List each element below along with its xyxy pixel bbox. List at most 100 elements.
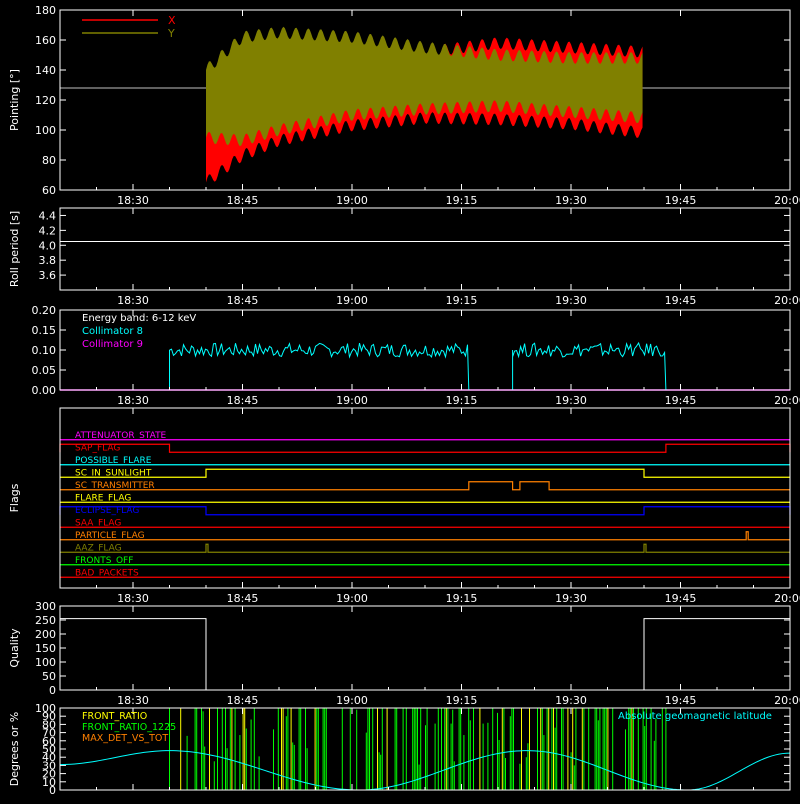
flag-label: FLARE_FLAG	[75, 493, 131, 503]
flag-line	[59, 506, 791, 516]
flag-line	[60, 481, 790, 491]
legend-label-collimator: Collimator 9	[82, 339, 143, 350]
y-axis-label-text: Degrees or %	[8, 712, 21, 786]
y-tick-label: 50	[42, 670, 56, 683]
y-tick-label: 60	[42, 735, 56, 748]
x-tick-label: 18:45	[227, 194, 259, 207]
y-axis-label-text: Pointing [°]	[8, 69, 21, 131]
flag-label: AAZ_FLAG	[75, 543, 122, 553]
y-tick-label: 0.10	[32, 344, 57, 357]
y-tick-label: 100	[35, 124, 56, 137]
collimator8-segment	[512, 341, 667, 391]
y-axis-label-text: Flags	[8, 483, 21, 512]
x-tick-label: 20:00	[774, 394, 800, 407]
flag-label: PARTICLE_FLAG	[75, 531, 145, 541]
x-tick-label: 19:00	[336, 592, 368, 605]
y-tick-label: 0.15	[32, 324, 57, 337]
flag-line	[59, 443, 791, 453]
panel-frame	[59, 207, 791, 291]
y-tick-label: 40	[42, 751, 56, 764]
x-tick-label: 19:30	[555, 694, 587, 707]
y-tick-label: 0.05	[32, 364, 57, 377]
y-tick-label: 3.8	[39, 254, 57, 267]
x-tick-label: 19:30	[555, 592, 587, 605]
x-tick-label: 19:45	[665, 194, 697, 207]
y-tick-label: 4.4	[39, 209, 57, 222]
x-tick-label: 19:45	[665, 694, 697, 707]
flag-line	[60, 468, 790, 478]
legend-label-collimator: Collimator 8	[82, 326, 143, 337]
x-tick-label: 18:45	[227, 694, 259, 707]
pointing-band-y	[206, 26, 643, 147]
x-tick-label: 19:15	[446, 294, 478, 307]
x-tick-label: 20:00	[774, 294, 800, 307]
x-tick-label: 18:45	[227, 294, 259, 307]
y-axis-label-text: Roll period [s]	[8, 211, 21, 287]
flag-label: SC_TRANSMITTER	[75, 481, 155, 491]
legend-label-y: Y	[167, 27, 175, 40]
flag-line	[60, 543, 790, 553]
energy-band-annotation: Energy band: 6-12 keV	[82, 313, 196, 324]
x-tick-label: 18:45	[227, 394, 259, 407]
x-tick-label: 20:00	[774, 194, 800, 207]
x-tick-label: 18:30	[117, 194, 149, 207]
x-tick-label: 19:15	[446, 194, 478, 207]
flag-label: SC_IN_SUNLIGHT	[75, 468, 152, 478]
x-tick-label: 18:45	[227, 592, 259, 605]
y-tick-label: 200	[35, 628, 56, 641]
y-tick-label: 60	[42, 184, 56, 197]
x-tick-label: 18:30	[117, 694, 149, 707]
y-tick-label: 160	[35, 34, 56, 47]
x-tick-label: 19:30	[555, 194, 587, 207]
y-tick-label: 30	[42, 759, 56, 772]
y-axis-label-text: Quality	[8, 628, 21, 668]
flag-line	[60, 531, 790, 541]
y-tick-label: 4.2	[39, 224, 57, 237]
x-tick-label: 19:30	[555, 294, 587, 307]
y-tick-label: 100	[35, 656, 56, 669]
x-tick-label: 19:45	[665, 394, 697, 407]
x-tick-label: 18:30	[117, 294, 149, 307]
geomagnetic-latitude-line	[59, 750, 791, 791]
flag-label: ECLIPSE_FLAG	[75, 506, 139, 516]
panel-frame	[59, 407, 791, 589]
y-tick-label: 180	[35, 4, 56, 17]
flag-label: SAP_FLAG	[75, 443, 120, 453]
legend-label-ratio: MAX_DET_VS_TOT	[82, 733, 168, 744]
y-axis-label: Quality	[8, 628, 21, 668]
y-tick-label: 250	[35, 614, 56, 627]
y-tick-label: 80	[42, 718, 56, 731]
x-tick-label: 19:00	[336, 194, 368, 207]
y-tick-label: 120	[35, 94, 56, 107]
y-tick-label: 70	[42, 727, 56, 740]
y-axis-label: Pointing [°]	[8, 69, 21, 131]
x-tick-label: 19:15	[446, 394, 478, 407]
legend-label-x: X	[168, 14, 176, 27]
x-tick-label: 19:45	[665, 592, 697, 605]
legend-label-latitude: Absolute geomagnetic latitude	[618, 711, 772, 722]
x-tick-label: 19:15	[446, 694, 478, 707]
y-tick-label: 100	[35, 702, 56, 715]
quality-line	[60, 618, 790, 691]
y-tick-label: 20	[42, 768, 56, 781]
legend-label-ratio: FRONT_RATIO_1225	[82, 722, 176, 733]
y-tick-label: 0	[49, 684, 56, 697]
y-tick-label: 0	[49, 784, 56, 797]
x-tick-label: 19:45	[665, 294, 697, 307]
y-axis-label: Flags	[8, 483, 21, 512]
x-tick-label: 18:30	[117, 394, 149, 407]
legend-label-ratio: FRONT_RATIO	[82, 711, 147, 722]
x-tick-label: 19:00	[336, 394, 368, 407]
flag-label: POSSIBLE_FLARE	[75, 456, 152, 466]
flag-label: ATTENUATOR_STATE	[75, 431, 167, 441]
flag-label: SAA_FLAG	[75, 518, 121, 528]
y-tick-label: 300	[35, 600, 56, 613]
x-tick-label: 19:00	[336, 694, 368, 707]
x-tick-label: 20:00	[774, 694, 800, 707]
y-axis-label: Roll period [s]	[8, 211, 21, 287]
x-tick-label: 19:30	[555, 394, 587, 407]
y-tick-label: 150	[35, 642, 56, 655]
y-axis-label: Degrees or %	[8, 712, 21, 786]
